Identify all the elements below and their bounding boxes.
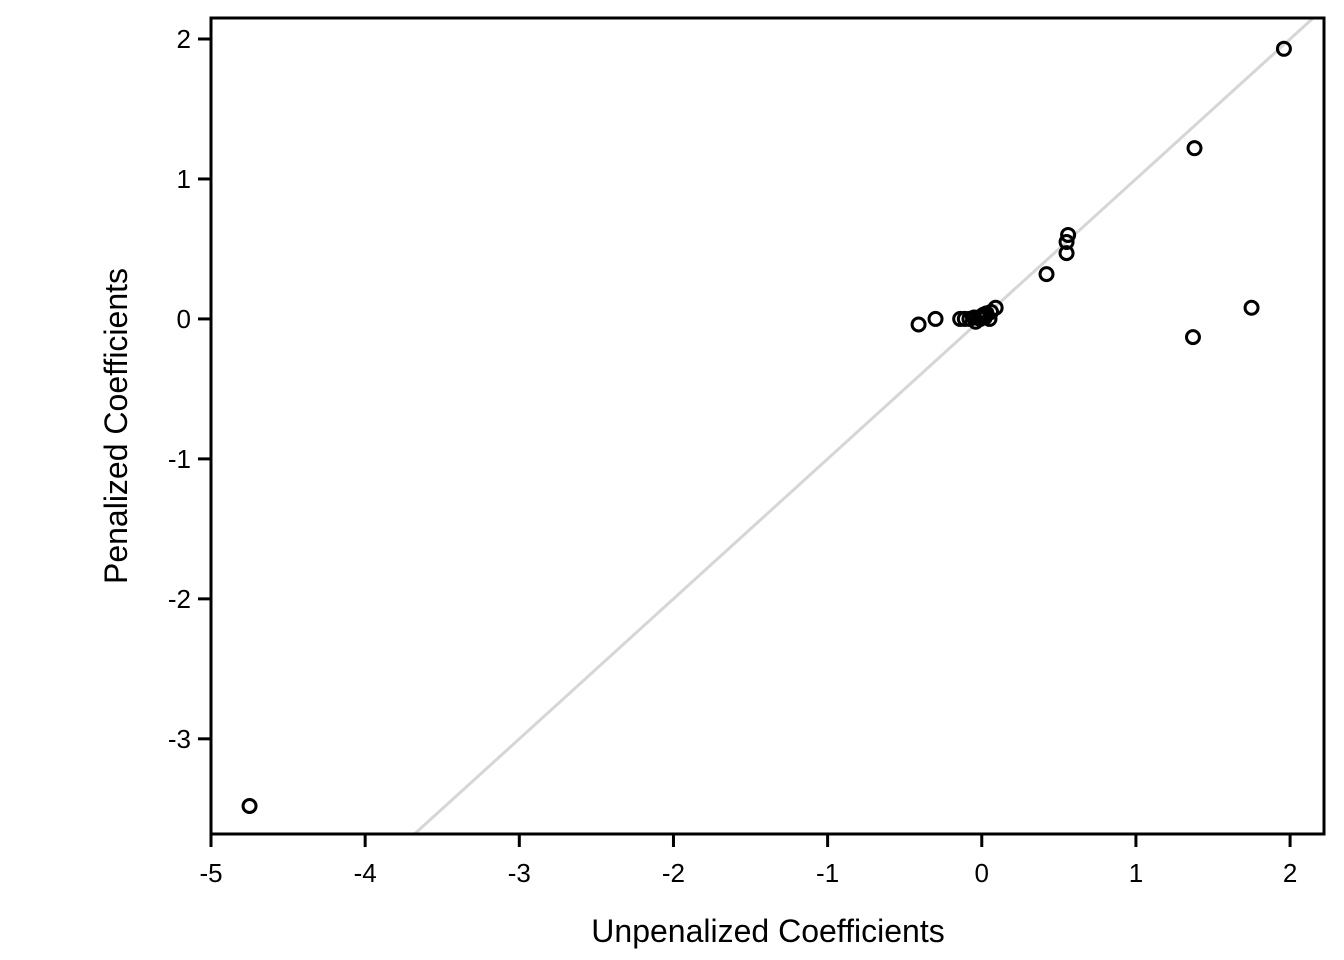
x-tick-label: 0 bbox=[975, 858, 989, 888]
reference-line-layer bbox=[413, 16, 1315, 836]
x-tick-label: -3 bbox=[508, 858, 531, 888]
x-axis-title: Unpenalized Coefficients bbox=[591, 913, 944, 949]
plot-frame bbox=[209, 16, 1326, 836]
x-axis: -5 -4 -3 -2 -1 0 1 2 bbox=[199, 834, 1297, 888]
y-tick-label: 2 bbox=[177, 24, 191, 54]
points-layer bbox=[241, 40, 1292, 815]
y-tick-label: -2 bbox=[168, 584, 191, 614]
y-tick-label: -1 bbox=[168, 444, 191, 474]
y-axis-title: Penalized Coefficients bbox=[98, 268, 134, 584]
x-tick-label: -4 bbox=[354, 858, 377, 888]
data-point-24 bbox=[1275, 40, 1292, 57]
x-tick-label: -5 bbox=[199, 858, 222, 888]
data-point-19 bbox=[1058, 233, 1075, 250]
data-point-1 bbox=[910, 316, 927, 333]
data-point-22 bbox=[1186, 140, 1203, 157]
y-tick-label: -3 bbox=[168, 724, 191, 754]
x-tick-label: 2 bbox=[1283, 858, 1297, 888]
x-tick-label: -2 bbox=[662, 858, 685, 888]
data-point-23 bbox=[1243, 299, 1260, 316]
data-point-21 bbox=[1184, 329, 1201, 346]
data-point-16 bbox=[987, 299, 1004, 316]
y-tick-label: 0 bbox=[177, 304, 191, 334]
y-axis: -3 -2 -1 0 1 2 bbox=[168, 24, 211, 754]
data-point-18 bbox=[1058, 245, 1075, 262]
x-tick-label: -1 bbox=[816, 858, 839, 888]
x-tick-label: 1 bbox=[1129, 858, 1143, 888]
identity-reference-line bbox=[413, 16, 1315, 836]
data-point-2 bbox=[927, 310, 944, 327]
y-tick-label: 1 bbox=[177, 164, 191, 194]
data-point-0 bbox=[241, 798, 258, 815]
data-point-20 bbox=[1060, 226, 1077, 243]
data-point-17 bbox=[1038, 266, 1055, 283]
